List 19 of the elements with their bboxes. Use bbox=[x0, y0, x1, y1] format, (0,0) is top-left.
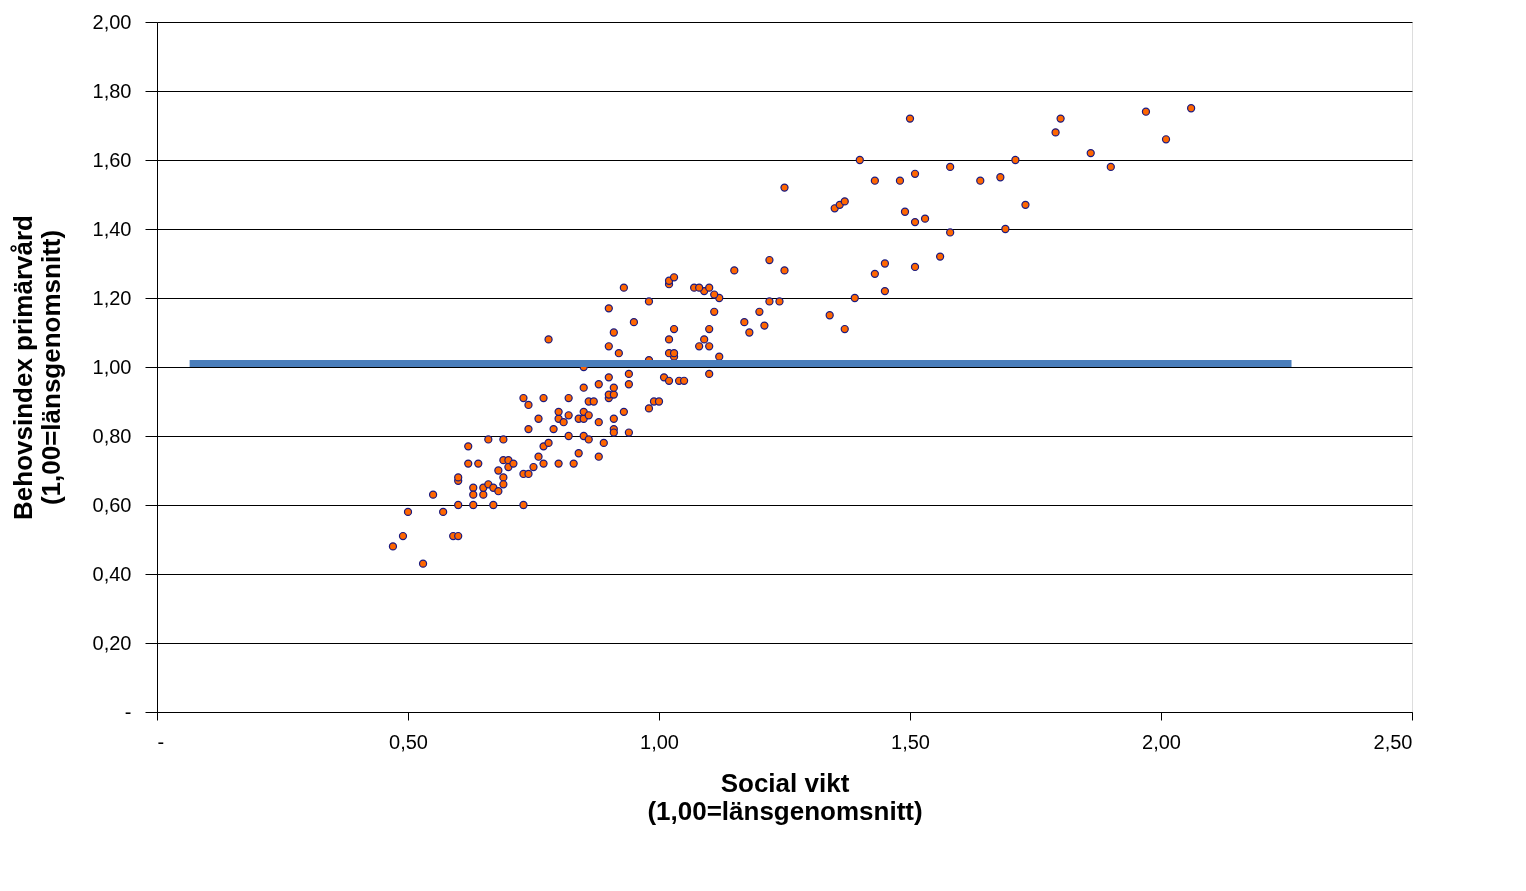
y-axis-title: Behovsindex primärvård (1,00=länsgenomsnitt) bbox=[7, 215, 66, 520]
x-tick-label: 0,50 bbox=[389, 730, 428, 753]
x-tick-label: - bbox=[157, 730, 165, 753]
x-tick-label: 2,50 bbox=[1373, 730, 1413, 753]
y-tick-label: 0,20 bbox=[92, 631, 132, 654]
x-tick-label: 2,00 bbox=[1142, 730, 1181, 753]
y-tick-label: - bbox=[124, 700, 132, 723]
x-tick-label: 1,00 bbox=[640, 730, 679, 753]
y-tick-label: 0,40 bbox=[92, 562, 132, 585]
y-tick-label: 1,00 bbox=[92, 355, 132, 378]
y-tick-label: 1,20 bbox=[92, 286, 132, 309]
x-axis-title: Social vikt (1,00=länsgenomsnitt) bbox=[647, 767, 923, 826]
y-tick-label: 0,80 bbox=[92, 424, 132, 447]
y-tick-label: 0,60 bbox=[92, 493, 132, 516]
y-tick-label: 1,60 bbox=[92, 148, 132, 171]
y-tick-label: 1,80 bbox=[92, 79, 132, 102]
y-tick-label: 1,40 bbox=[92, 217, 132, 240]
y-tick-label: 2,00 bbox=[92, 10, 132, 33]
x-tick-label: 1,50 bbox=[891, 730, 930, 753]
